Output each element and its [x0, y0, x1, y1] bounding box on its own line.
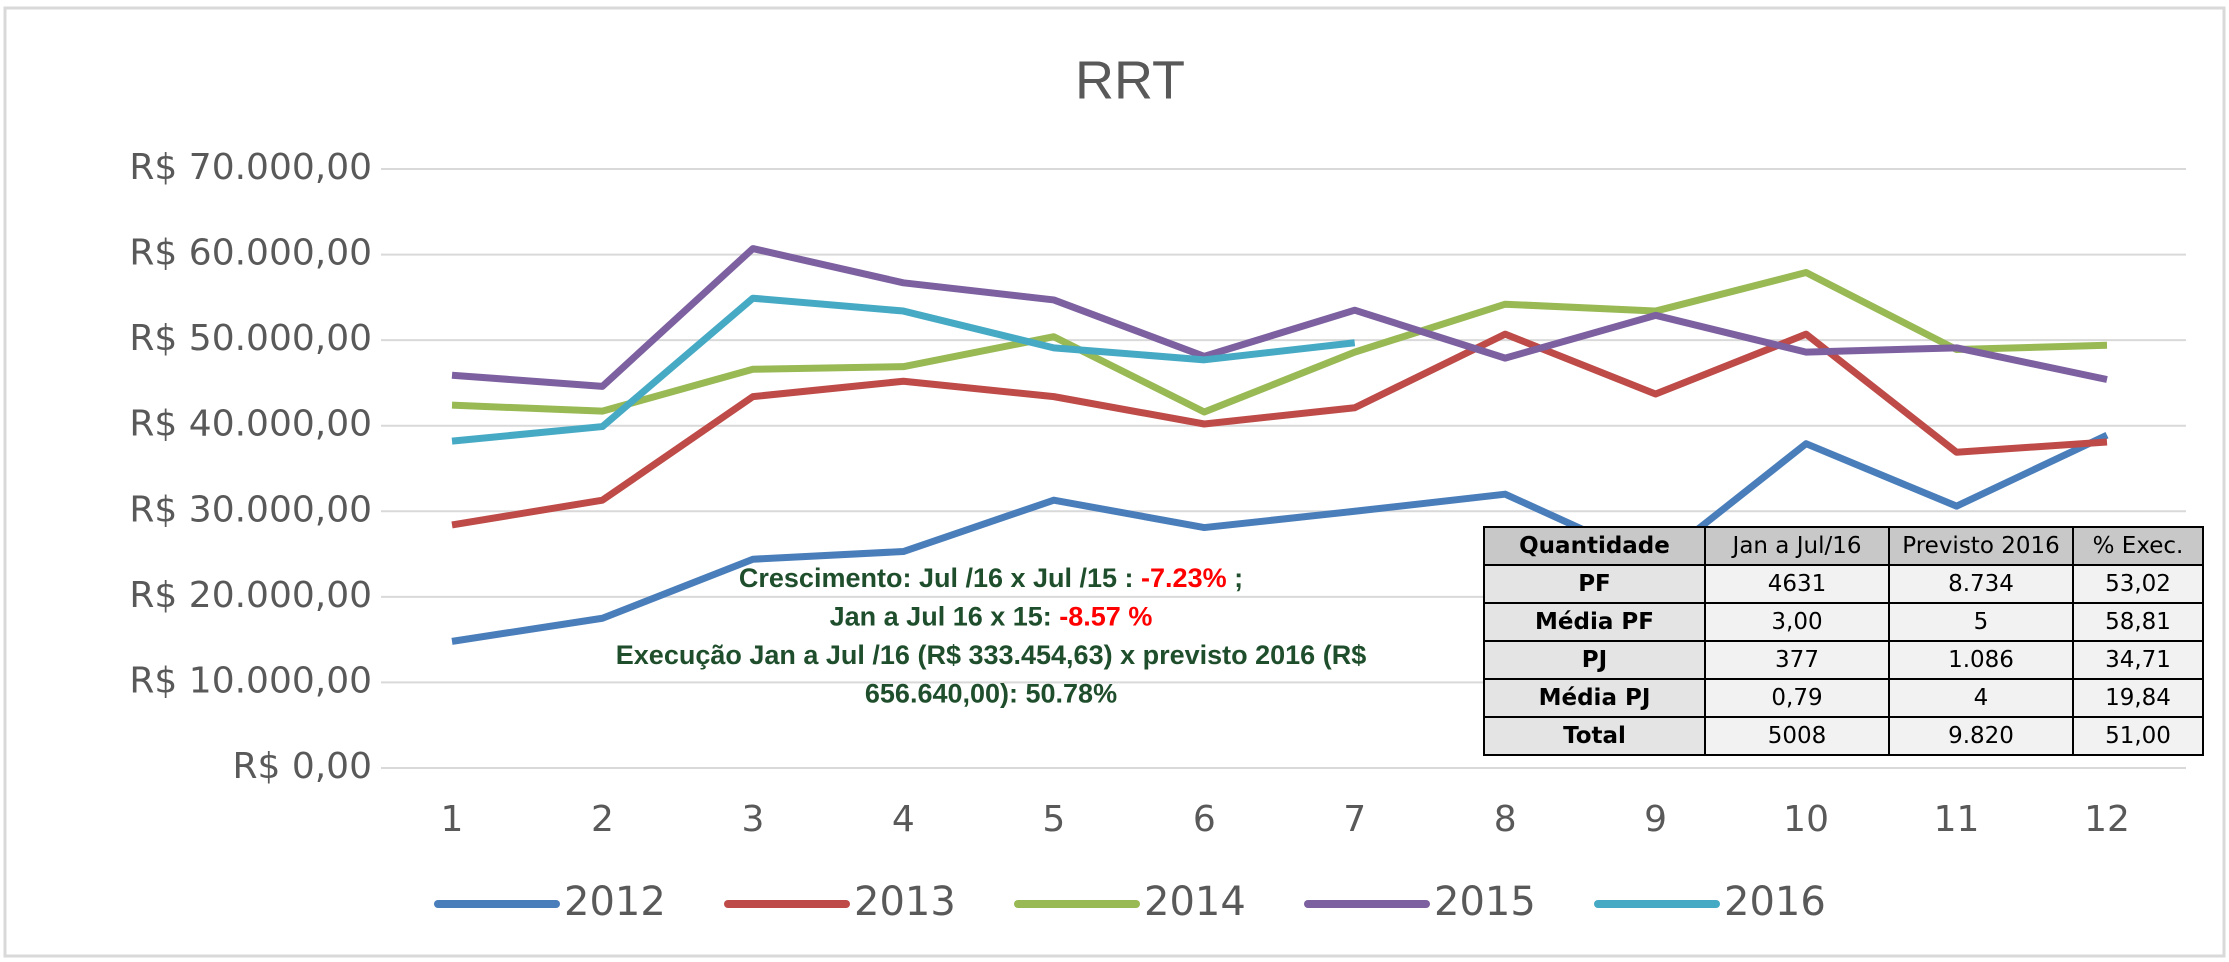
- x-tick-label: 11: [1934, 799, 1980, 840]
- table-cell: 9.820: [1888, 716, 2074, 756]
- y-tick-label: R$ 10.000,00: [129, 660, 372, 701]
- legend-label: 2016: [1724, 879, 1826, 925]
- series-line: [451, 431, 2109, 645]
- table-cell: 58,81: [2072, 602, 2204, 642]
- table-cell: 19,84: [2072, 678, 2204, 718]
- table-cell: 34,71: [2072, 640, 2204, 680]
- annotation-part: Execução Jan a Jul /16 (R$ 333.454,63) x…: [616, 640, 1366, 670]
- annotation-line: Jan a Jul 16 x 15: -8.57 %: [830, 602, 1153, 632]
- table-cell: 4: [1888, 678, 2074, 718]
- table-cell: PJ: [1483, 640, 1706, 680]
- table-cell: % Exec.: [2072, 526, 2204, 566]
- annotation-part: ;: [1227, 563, 1244, 593]
- table-cell: 1.086: [1888, 640, 2074, 680]
- series-line: [451, 245, 2108, 390]
- x-tick-label: 6: [1193, 799, 1216, 840]
- summary-table: Quantidade Jan a Jul/16 Previsto 2016% Exe…: [1483, 526, 2204, 756]
- y-tick-label: R$ 50.000,00: [129, 318, 372, 359]
- x-tick-label: 8: [1494, 799, 1517, 840]
- x-tick-label: 2: [591, 799, 614, 840]
- table-cell: 5008: [1704, 716, 1890, 756]
- table-cell: 377: [1704, 640, 1890, 680]
- y-tick-label: R$ 0,00: [232, 746, 372, 787]
- table-cell: 51,00: [2072, 716, 2204, 756]
- y-tick-label: R$ 20.000,00: [129, 575, 372, 616]
- y-tick-label: R$ 70.000,00: [129, 147, 372, 188]
- table-cell: 53,02: [2072, 564, 2204, 604]
- x-tick-label: 10: [1783, 799, 1829, 840]
- table-cell: Total: [1483, 716, 1706, 756]
- table-cell: PF: [1483, 564, 1706, 604]
- annotation-line: Crescimento: Jul /16 x Jul /15 : -7.23% …: [739, 563, 1243, 593]
- annotation-line: Execução Jan a Jul /16 (R$ 333.454,63) x…: [616, 640, 1366, 670]
- x-tick-label: 3: [741, 799, 764, 840]
- y-tick-label: R$ 40.000,00: [129, 404, 372, 445]
- annotation-part: -8.57 %: [1059, 602, 1152, 632]
- annotation-part: Jan a Jul 16 x 15:: [830, 602, 1060, 632]
- x-tick-label: 12: [2084, 799, 2130, 840]
- x-tick-label: 1: [441, 799, 464, 840]
- table-cell: Quantidade: [1483, 526, 1706, 566]
- table-row: Quantidade Jan a Jul/16 Previsto 2016% Exe…: [1483, 526, 2204, 566]
- y-tick-label: R$ 60.000,00: [129, 233, 372, 274]
- table-cell: 5: [1888, 602, 2074, 642]
- table-cell: 4631: [1704, 564, 1890, 604]
- table-cell: 0,79: [1704, 678, 1890, 718]
- x-tick-label: 4: [892, 799, 915, 840]
- annotation-part: 656.640,00): 50.78%: [865, 679, 1117, 709]
- table-cell: 8.734: [1888, 564, 2074, 604]
- table-cell: Previsto 2016: [1888, 526, 2074, 566]
- legend-label: 2015: [1434, 879, 1536, 925]
- annotation-line: 656.640,00): 50.78%: [865, 679, 1117, 709]
- table-cell: Jan a Jul/16: [1704, 526, 1890, 566]
- annotation-part: Crescimento: Jul /16 x Jul /15 :: [739, 563, 1141, 593]
- legend-label: 2012: [564, 879, 666, 925]
- table-row: Total 5008 9.820 51,00: [1483, 716, 2204, 756]
- table-row: Média PF 3,00 5 58,81: [1483, 602, 2204, 642]
- annotation-part: -7.23%: [1141, 563, 1227, 593]
- table-cell: Média PF: [1483, 602, 1706, 642]
- table-row: PJ 377 1.086 34,71: [1483, 640, 2204, 680]
- table-cell: Média PJ: [1483, 678, 1706, 718]
- legend-label: 2014: [1144, 879, 1246, 925]
- series-line: [451, 294, 1356, 445]
- table-row: PF 4631 8.734 53,02: [1483, 564, 2204, 604]
- x-tick-label: 5: [1042, 799, 1065, 840]
- legend-label: 2013: [854, 879, 956, 925]
- y-tick-label: R$ 30.000,00: [129, 489, 372, 530]
- x-tick-label: 7: [1343, 799, 1366, 840]
- series-line: [451, 269, 2108, 416]
- table-row: Média PJ 0,79 4 19,84: [1483, 678, 2204, 718]
- chart-frame: [3, 6, 2226, 958]
- chart-title: RRT: [1075, 50, 1185, 110]
- table-cell: 3,00: [1704, 602, 1890, 642]
- x-tick-label: 9: [1644, 799, 1667, 840]
